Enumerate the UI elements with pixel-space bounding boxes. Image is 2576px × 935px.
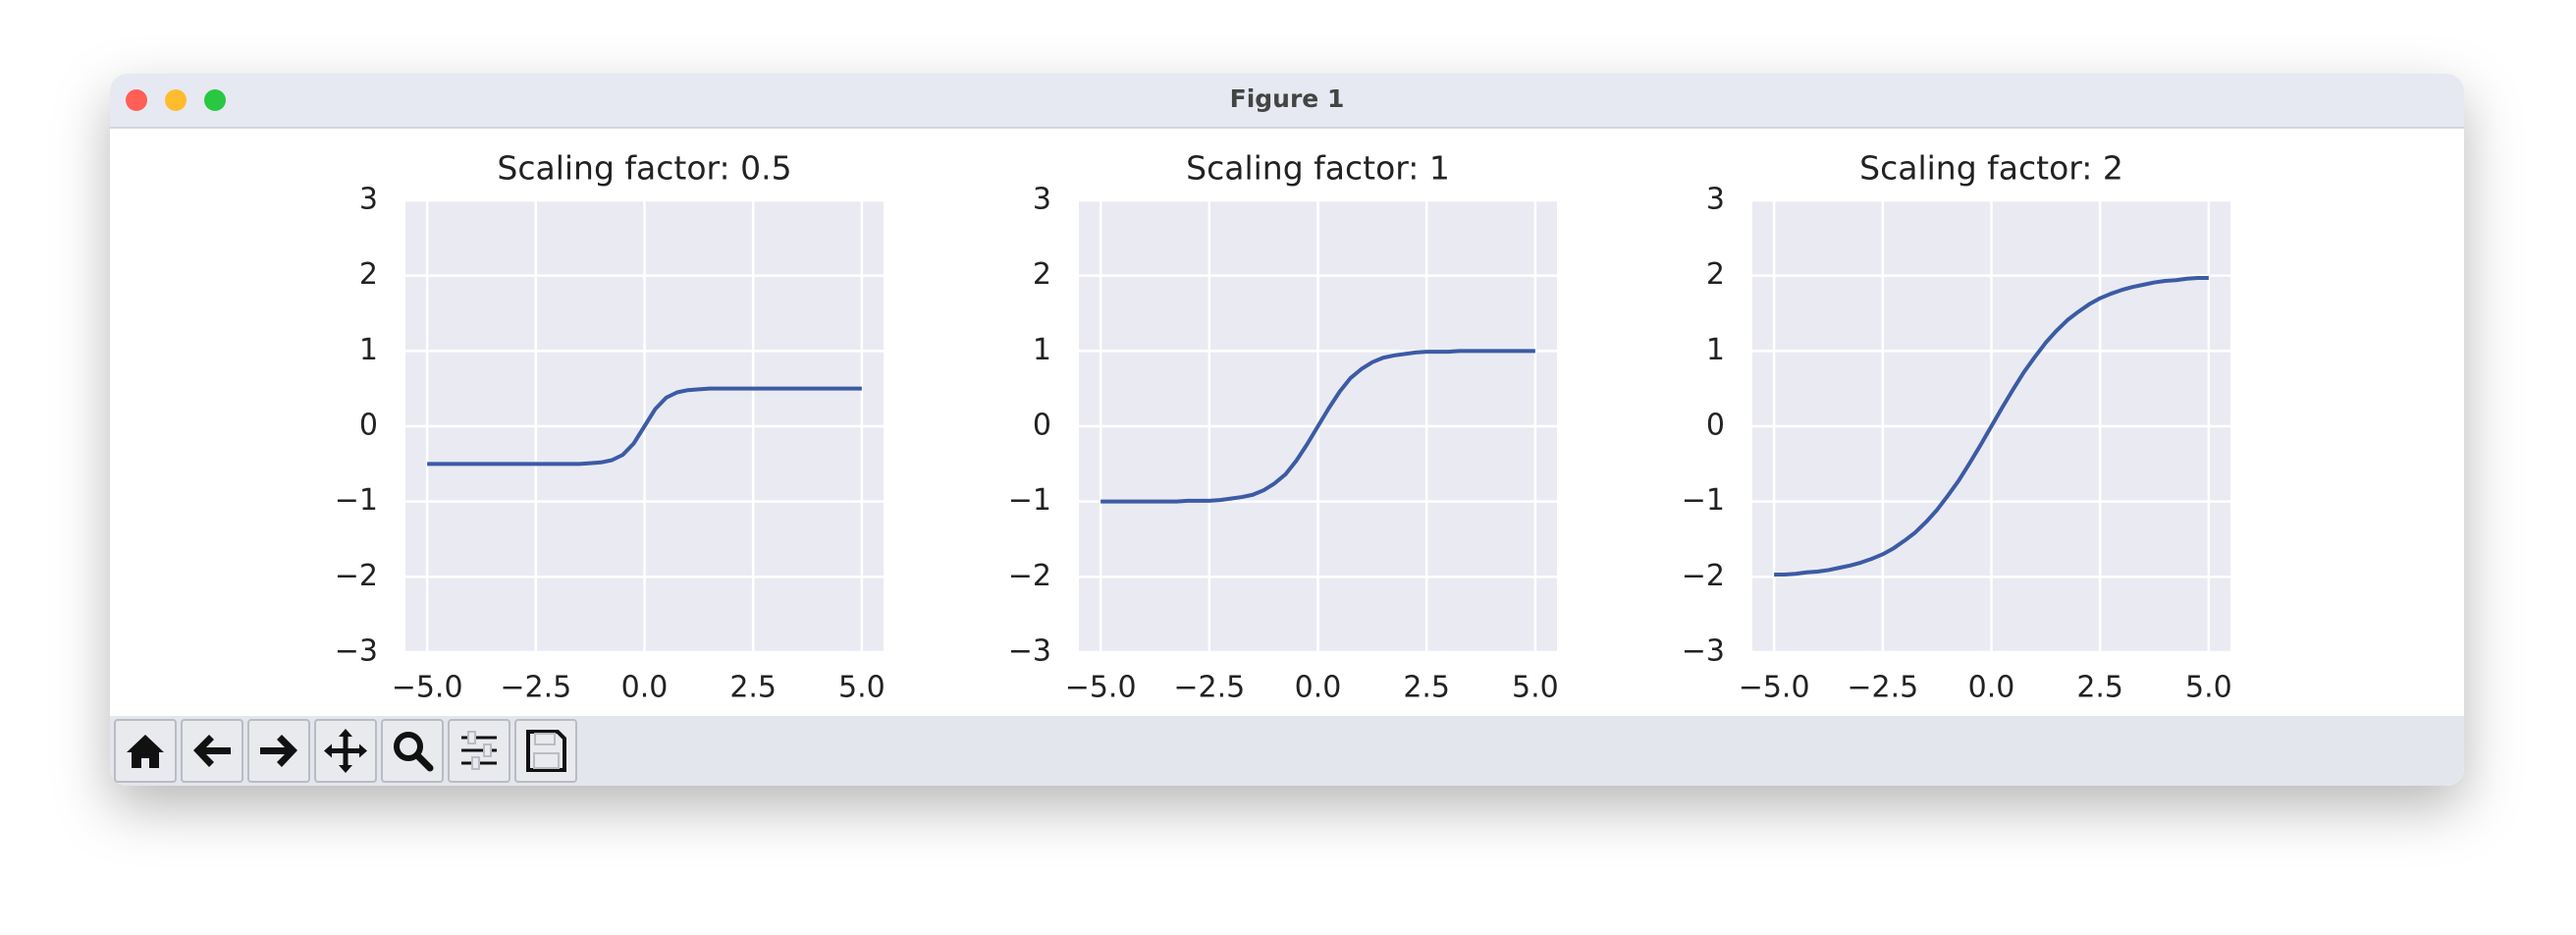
x-tick-label: 0.0 [1968, 671, 2015, 705]
title-bar [110, 74, 2464, 128]
x-tick-label: −5.0 [1739, 671, 1810, 705]
pan-button[interactable] [314, 719, 377, 783]
x-tick-label: −2.5 [1173, 671, 1245, 705]
chart: Scaling factor: 0.5 −3 −2 −1 0 1 2 3 −5.0 −2.5 0.0… [335, 149, 886, 705]
x-tick-label: 5.0 [1512, 671, 1559, 705]
y-tick-label: 0 [1706, 409, 1725, 443]
zoom-tool-button[interactable] [381, 719, 444, 783]
minimize-button[interactable] [165, 89, 187, 111]
x-tick-label: −5.0 [392, 671, 463, 705]
zoom-button[interactable] [204, 89, 226, 111]
window-title: Figure 1 [1230, 84, 1345, 113]
x-tick-label: 5.0 [838, 671, 886, 705]
x-tick-label: 5.0 [2185, 671, 2232, 705]
x-tick-label: −2.5 [1847, 671, 1918, 705]
y-tick-label: 3 [359, 183, 378, 217]
chart-title: Scaling factor: 2 [1859, 149, 2123, 188]
y-tick-label: 3 [1033, 183, 1051, 217]
x-tick-label: −2.5 [500, 671, 571, 705]
save-button[interactable] [514, 719, 577, 783]
x-tick-label: −5.0 [1065, 671, 1137, 705]
y-tick-label: 1 [359, 333, 378, 367]
x-tick-label: 2.5 [1403, 671, 1450, 705]
y-tick-label: 0 [359, 409, 378, 443]
y-tick-label: −1 [335, 483, 378, 518]
data-line [1774, 275, 2209, 578]
figure-canvas: Scaling factor: 0.5 −3 −2 −1 0 1 2 3 −5.0 −2.5 0.0… [335, 149, 2232, 705]
chart: Scaling factor: 1 −3 −2 −1 0 1 2 3 −5.0 −2.5 0.0 2.… [1008, 149, 1559, 705]
y-tick-label: −3 [1682, 634, 1725, 669]
close-button[interactable] [126, 89, 147, 111]
y-tick-label: −2 [1008, 559, 1051, 593]
y-tick-label: 1 [1706, 333, 1725, 367]
home-button[interactable] [114, 719, 177, 783]
y-tick-label: −3 [335, 634, 378, 669]
chart: Scaling factor: 2 −3 −2 −1 0 1 2 3 −5.0 −2.5 0.0 2.… [1682, 149, 2232, 705]
y-tick-label: −2 [335, 559, 378, 593]
y-tick-label: 2 [1706, 257, 1725, 292]
x-tick-label: 2.5 [729, 671, 777, 705]
y-tick-label: −3 [1008, 634, 1051, 669]
data-line [427, 386, 862, 467]
back-button[interactable] [181, 719, 243, 783]
y-tick-label: 2 [1033, 257, 1051, 292]
x-tick-label: 2.5 [2076, 671, 2123, 705]
y-tick-label: −2 [1682, 559, 1725, 593]
y-tick-label: 1 [1033, 333, 1051, 367]
chart-title: Scaling factor: 1 [1186, 149, 1450, 188]
y-tick-label: −1 [1008, 483, 1051, 518]
x-tick-label: 0.0 [621, 671, 669, 705]
y-tick-label: 3 [1706, 183, 1725, 217]
chart-title: Scaling factor: 0.5 [497, 149, 791, 188]
forward-button[interactable] [247, 719, 310, 783]
y-tick-label: 0 [1033, 409, 1051, 443]
configure-button[interactable] [448, 719, 510, 783]
y-tick-label: −1 [1682, 483, 1725, 518]
y-tick-label: 2 [359, 257, 378, 292]
data-line [1100, 349, 1535, 504]
toolbar-buttons [114, 719, 577, 783]
x-tick-label: 0.0 [1295, 671, 1342, 705]
